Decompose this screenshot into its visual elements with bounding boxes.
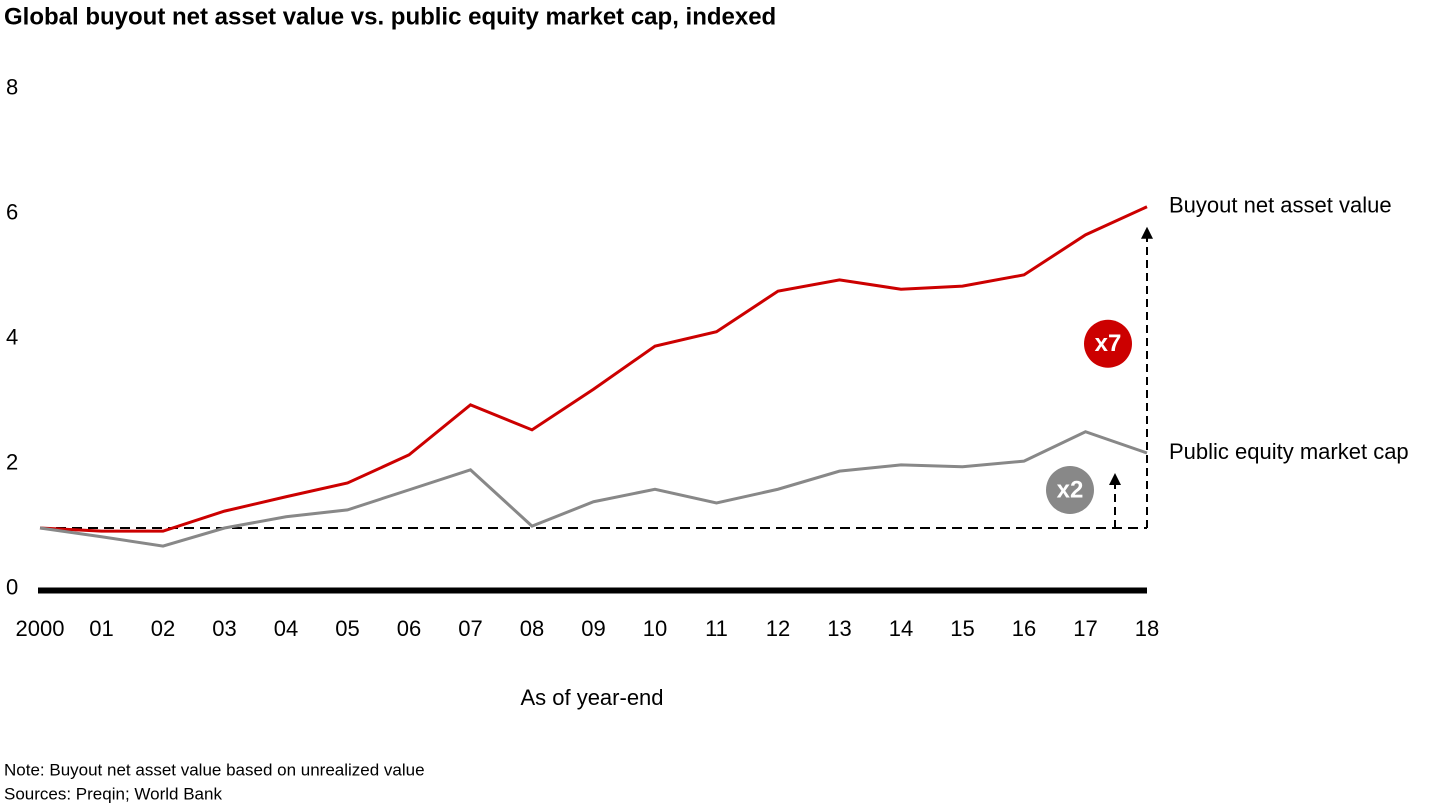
annotation-text: x2: [1057, 476, 1084, 503]
y-tick-label: 8: [6, 74, 18, 99]
x-tick-label: 03: [212, 616, 236, 641]
series-line: [39, 430, 1148, 548]
x-tick-label: 18: [1135, 616, 1159, 641]
x-tick-label: 13: [827, 616, 851, 641]
x-tick-label: 15: [950, 616, 974, 641]
annotation-text: x7: [1095, 330, 1122, 357]
arrow-head: [1109, 473, 1121, 485]
arrow-head: [1141, 226, 1153, 239]
x-tick-label: 01: [89, 616, 113, 641]
x-tick-label: 07: [458, 616, 482, 641]
y-tick-label: 6: [6, 199, 18, 224]
x-tick-label: 09: [581, 616, 605, 641]
y-tick-label: 0: [6, 574, 18, 599]
legend-label: Buyout net asset value: [1169, 193, 1392, 218]
x-tick-label: 02: [151, 616, 175, 641]
x-tick-label: 16: [1012, 616, 1036, 641]
series-line: [39, 205, 1148, 533]
note: Note: Buyout net asset value based on un…: [4, 760, 425, 779]
x-tick-label: 04: [274, 616, 298, 641]
x-tick-label: 05: [335, 616, 359, 641]
x-tick-label: 10: [643, 616, 667, 641]
x-axis-label: As of year-end: [520, 685, 663, 710]
sources: Sources: Preqin; World Bank: [4, 784, 222, 803]
x-tick-label: 17: [1073, 616, 1097, 641]
x-tick-label: 2000: [16, 616, 65, 641]
chart-title: Global buyout net asset value vs. public…: [4, 3, 776, 30]
legend-label: Public equity market cap: [1169, 439, 1409, 464]
x-tick-label: 08: [520, 616, 544, 641]
x-tick-label: 11: [705, 616, 728, 641]
annotation-badge: [1084, 319, 1132, 368]
x-tick-label: 12: [766, 616, 790, 641]
x-tick-label: 14: [889, 616, 913, 641]
annotation-badge: [1046, 466, 1094, 514]
y-tick-label: 4: [6, 324, 18, 349]
x-tick-label: 06: [397, 616, 421, 641]
y-tick-label: 2: [6, 449, 18, 474]
